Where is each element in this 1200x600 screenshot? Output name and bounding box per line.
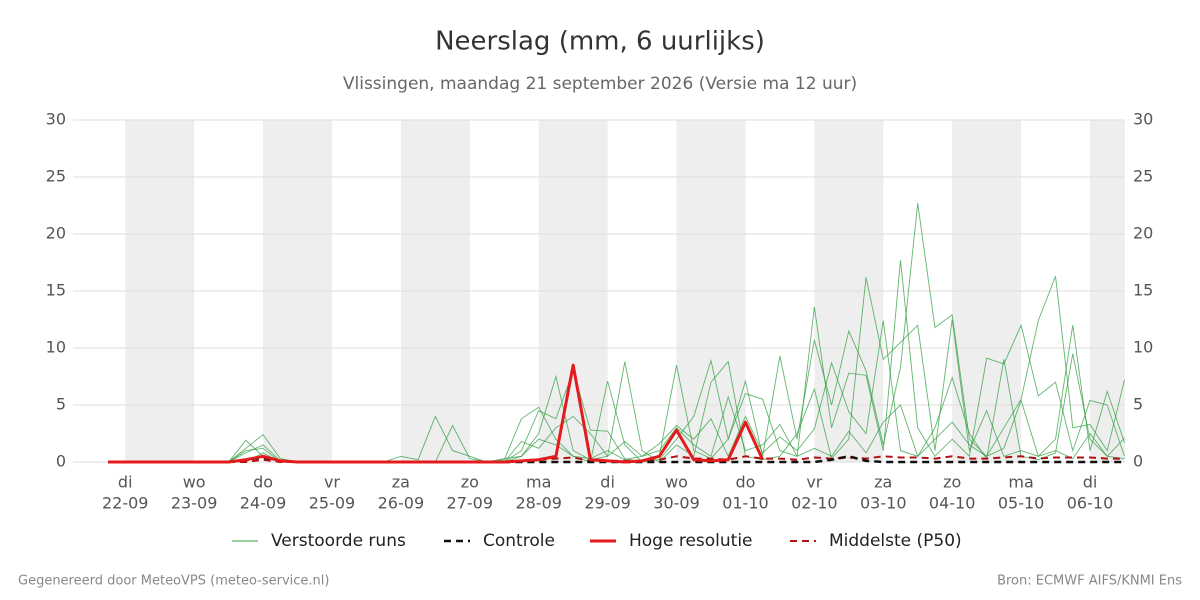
y-tick-label: 20 xyxy=(46,224,66,243)
x-weekday-label: di xyxy=(118,473,133,492)
x-tick-label: 27-09 xyxy=(447,494,494,513)
legend-label: Hoge resolutie xyxy=(629,531,753,551)
x-tick-label: 29-09 xyxy=(584,494,631,513)
y-tick-label: 15 xyxy=(46,281,66,300)
footer-left: Gegenereerd door MeteoVPS (meteo-service… xyxy=(18,574,329,589)
x-weekday-label: za xyxy=(392,473,410,492)
series-line xyxy=(108,363,765,464)
y-tick-label: 5 xyxy=(56,395,66,414)
legend-label: Middelste (P50) xyxy=(829,531,962,551)
x-weekday-label: vr xyxy=(806,473,822,492)
y2-tick-label: 30 xyxy=(1133,110,1153,129)
y-tick-label: 30 xyxy=(46,110,66,129)
x-tick-label: 22-09 xyxy=(102,494,149,513)
y2-tick-label: 25 xyxy=(1133,167,1153,186)
y2-tick-label: 15 xyxy=(1133,281,1153,300)
x-weekday-label: vr xyxy=(324,473,340,492)
x-tick-label: 30-09 xyxy=(653,494,700,513)
x-tick-label: 05-10 xyxy=(998,494,1045,513)
y2-tick-label: 10 xyxy=(1133,338,1153,357)
y2-tick-label: 0 xyxy=(1133,452,1143,471)
x-weekday-label: do xyxy=(735,473,755,492)
x-tick-label: 24-09 xyxy=(240,494,287,513)
y-tick-label: 25 xyxy=(46,167,66,186)
x-weekday-label: ma xyxy=(1008,473,1033,492)
x-tick-label: 23-09 xyxy=(171,494,218,513)
chart-title: Neerslag (mm, 6 uurlijks) xyxy=(435,27,765,57)
x-weekday-label: zo xyxy=(943,473,961,492)
x-weekday-label: di xyxy=(600,473,615,492)
y2-tick-label: 5 xyxy=(1133,395,1143,414)
y2-tick-label: 20 xyxy=(1133,224,1153,243)
footer-right: Bron: ECMWF AIFS/KNMI Ens xyxy=(997,574,1182,589)
x-weekday-label: wo xyxy=(665,473,688,492)
x-tick-label: 01-10 xyxy=(722,494,769,513)
y-tick-label: 10 xyxy=(46,338,66,357)
x-weekday-label: di xyxy=(1083,473,1098,492)
x-tick-label: 04-10 xyxy=(929,494,976,513)
x-weekday-label: wo xyxy=(183,473,206,492)
x-tick-label: 26-09 xyxy=(378,494,425,513)
ensemble-line xyxy=(108,203,1125,463)
x-tick-label: 03-10 xyxy=(860,494,907,513)
legend-label: Controle xyxy=(483,531,555,551)
x-tick-label: 28-09 xyxy=(515,494,562,513)
x-weekday-label: do xyxy=(253,473,273,492)
ensemble-line xyxy=(108,260,1125,463)
x-tick-label: 25-09 xyxy=(309,494,356,513)
x-weekday-label: za xyxy=(874,473,892,492)
legend-label: Verstoorde runs xyxy=(271,531,406,551)
chart-subtitle: Vlissingen, maandag 21 september 2026 (V… xyxy=(343,74,857,94)
x-tick-label: 06-10 xyxy=(1067,494,1114,513)
x-weekday-label: ma xyxy=(526,473,551,492)
x-weekday-label: zo xyxy=(461,473,479,492)
y-tick-label: 0 xyxy=(56,452,66,471)
x-tick-label: 02-10 xyxy=(791,494,838,513)
